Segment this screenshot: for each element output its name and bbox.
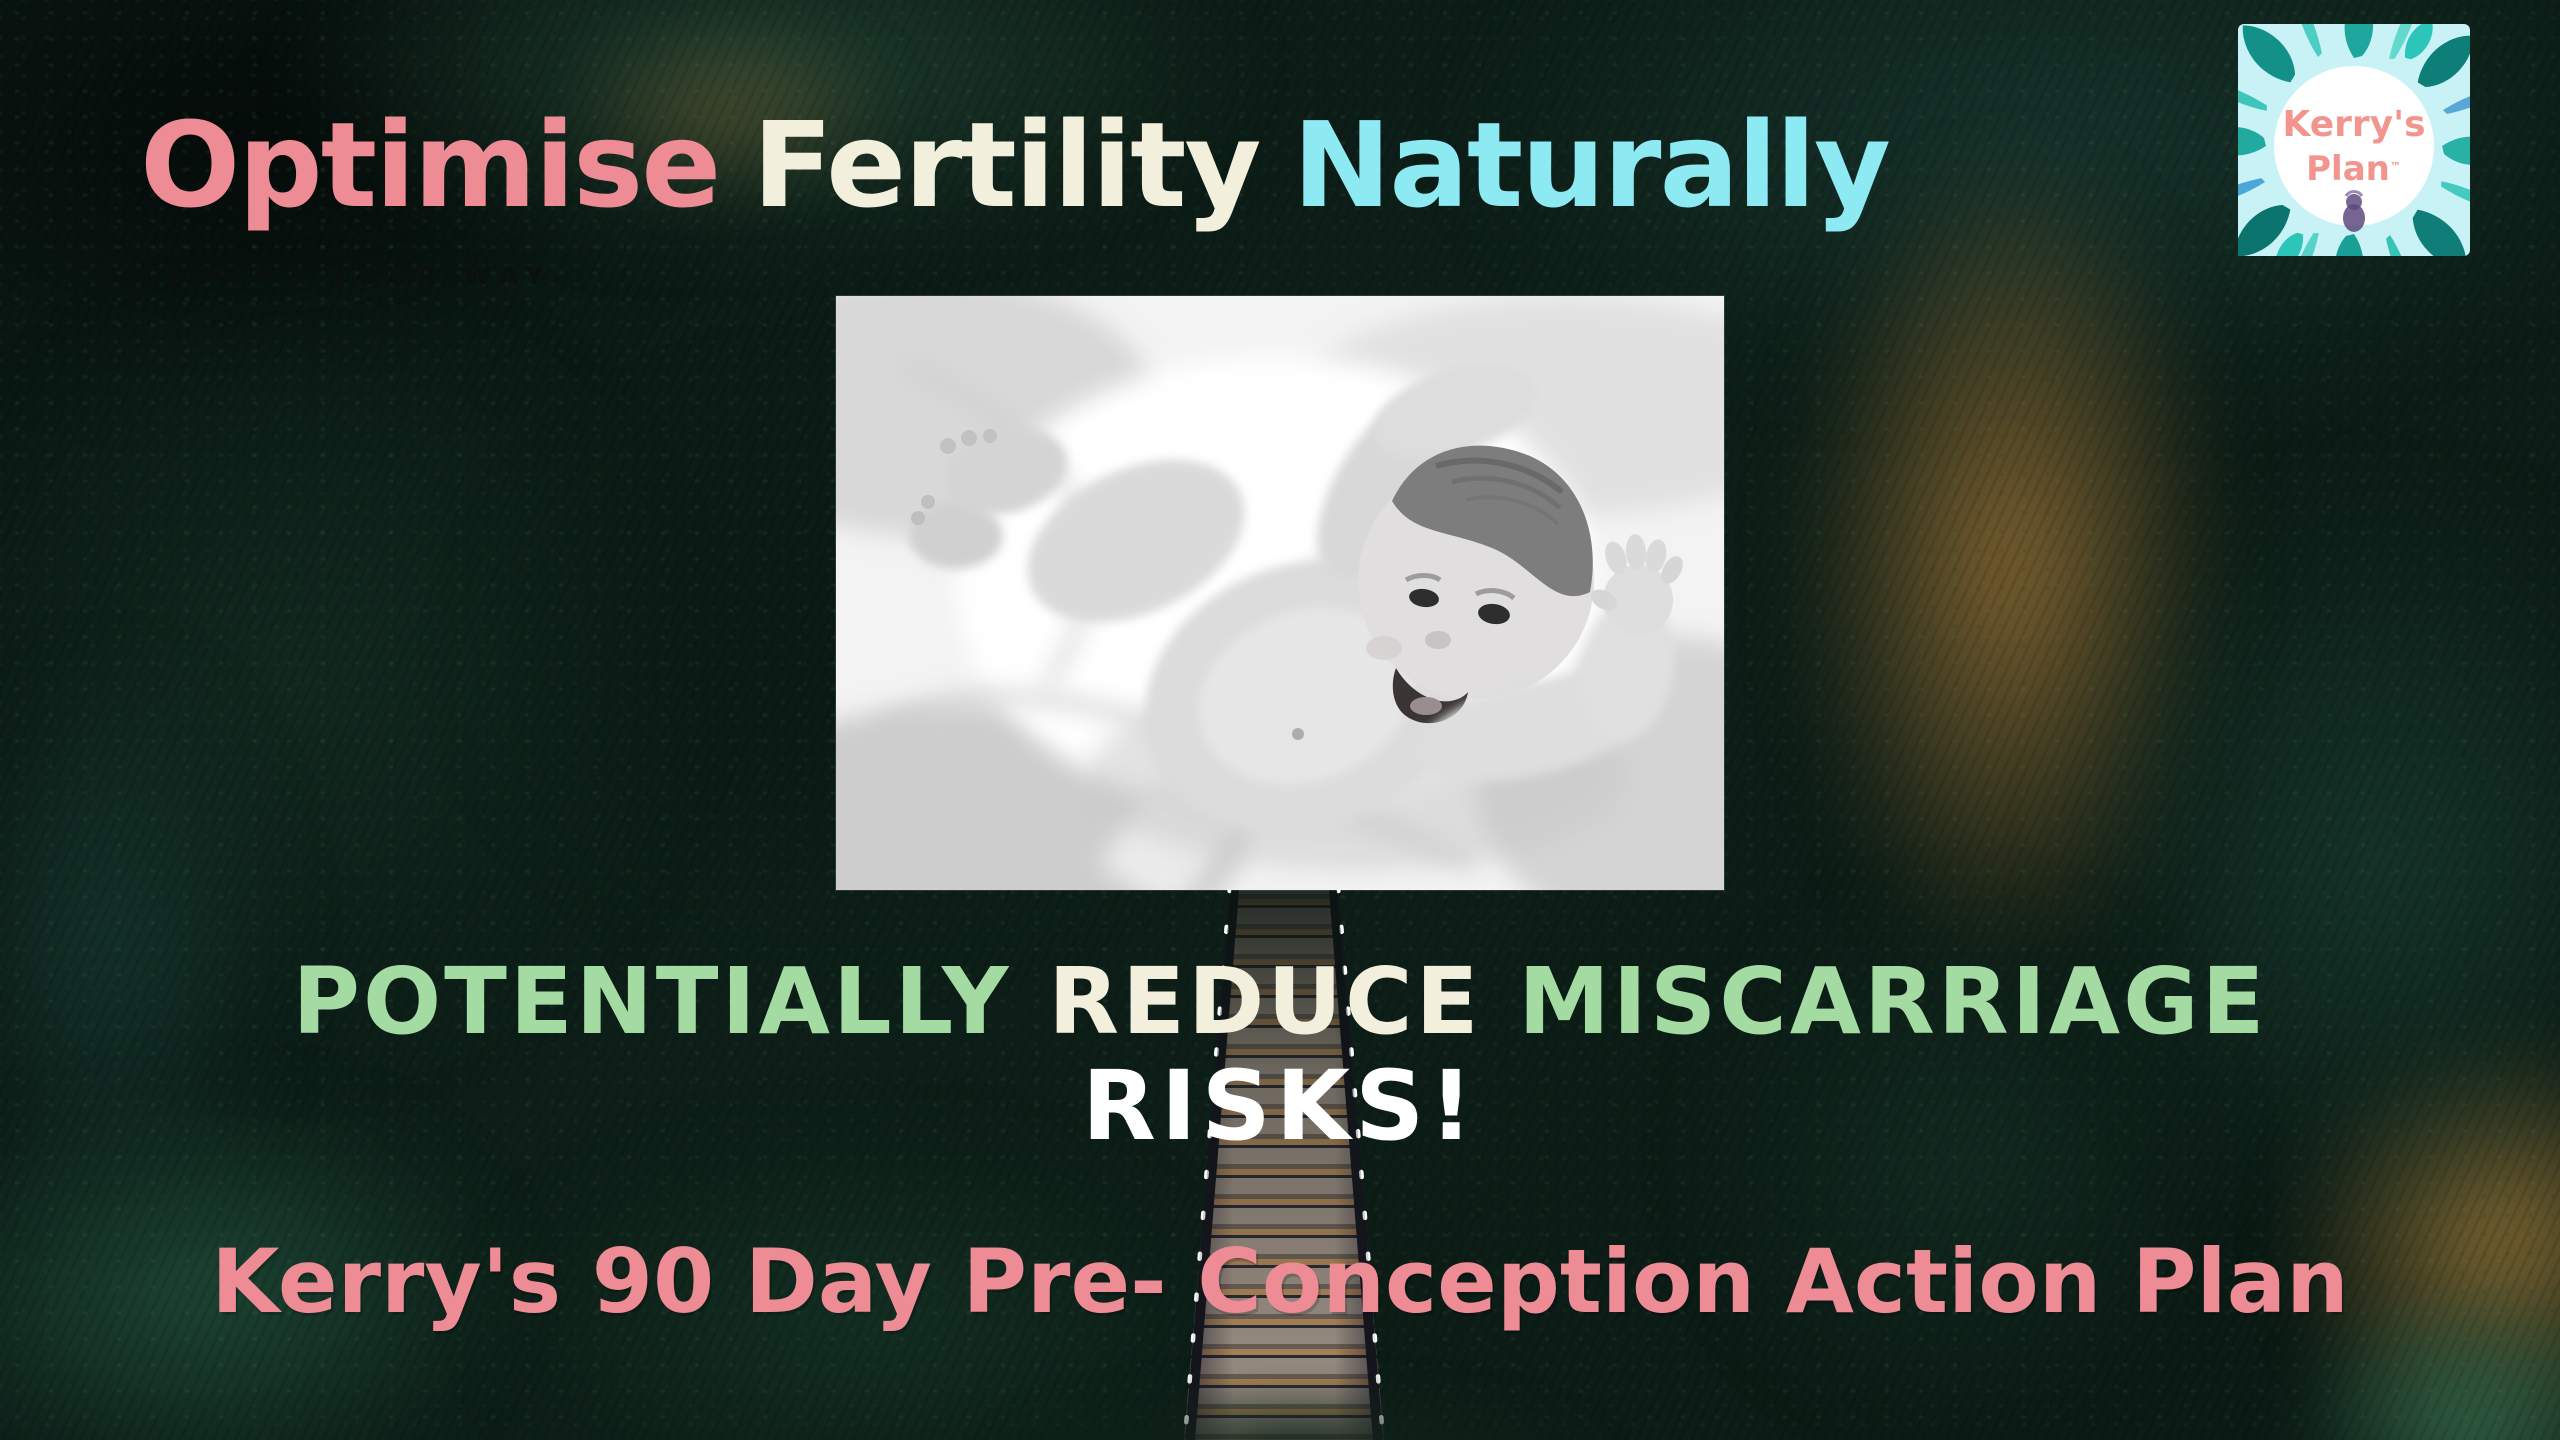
baby-photo-illustration (836, 296, 1724, 890)
suspension-bridge (1182, 877, 1386, 1440)
title-word-fertility: Fertility (752, 96, 1261, 234)
logo-text-line1: Kerry's (2282, 104, 2425, 145)
headline-word-potentially: POTENTIALLY (292, 948, 1012, 1055)
forest-canopy-blob (0, 660, 280, 1220)
suspension-bridge-graphic (1182, 877, 1386, 1440)
logo-text-line2: Plan (2306, 149, 2390, 189)
headline-line2-risks: RISKS! (1081, 1050, 1479, 1162)
logo-graphic: Kerry's Plan ™ (2238, 24, 2470, 256)
forest-shadow-blob (1700, 900, 2220, 1420)
logo-figure (2343, 190, 2365, 232)
title-word-optimise: Optimise (140, 96, 721, 234)
logo-inner-circle (2274, 66, 2434, 226)
headline-word-miscarriage: MISCARRIAGE (1518, 948, 2268, 1055)
headline-line1: POTENTIALLY REDUCE MISCARRIAGE (0, 948, 2560, 1055)
footer-plan-title: Kerry's 90 Day Pre- Conception Action Pl… (211, 1230, 2349, 1333)
logo-kerrys-plan: Kerry's Plan ™ (2238, 24, 2470, 256)
tagline: COMING YOUR WAY (142, 262, 554, 290)
title-word-naturally: Naturally (1292, 96, 1891, 234)
headline-word-reduce: REDUCE (1048, 948, 1482, 1055)
baby-photo (836, 296, 1724, 890)
main-title: Optimise Fertility Naturally (140, 96, 1891, 234)
autumn-foliage-blob (560, 20, 900, 200)
logo-trademark: ™ (2390, 160, 2401, 173)
